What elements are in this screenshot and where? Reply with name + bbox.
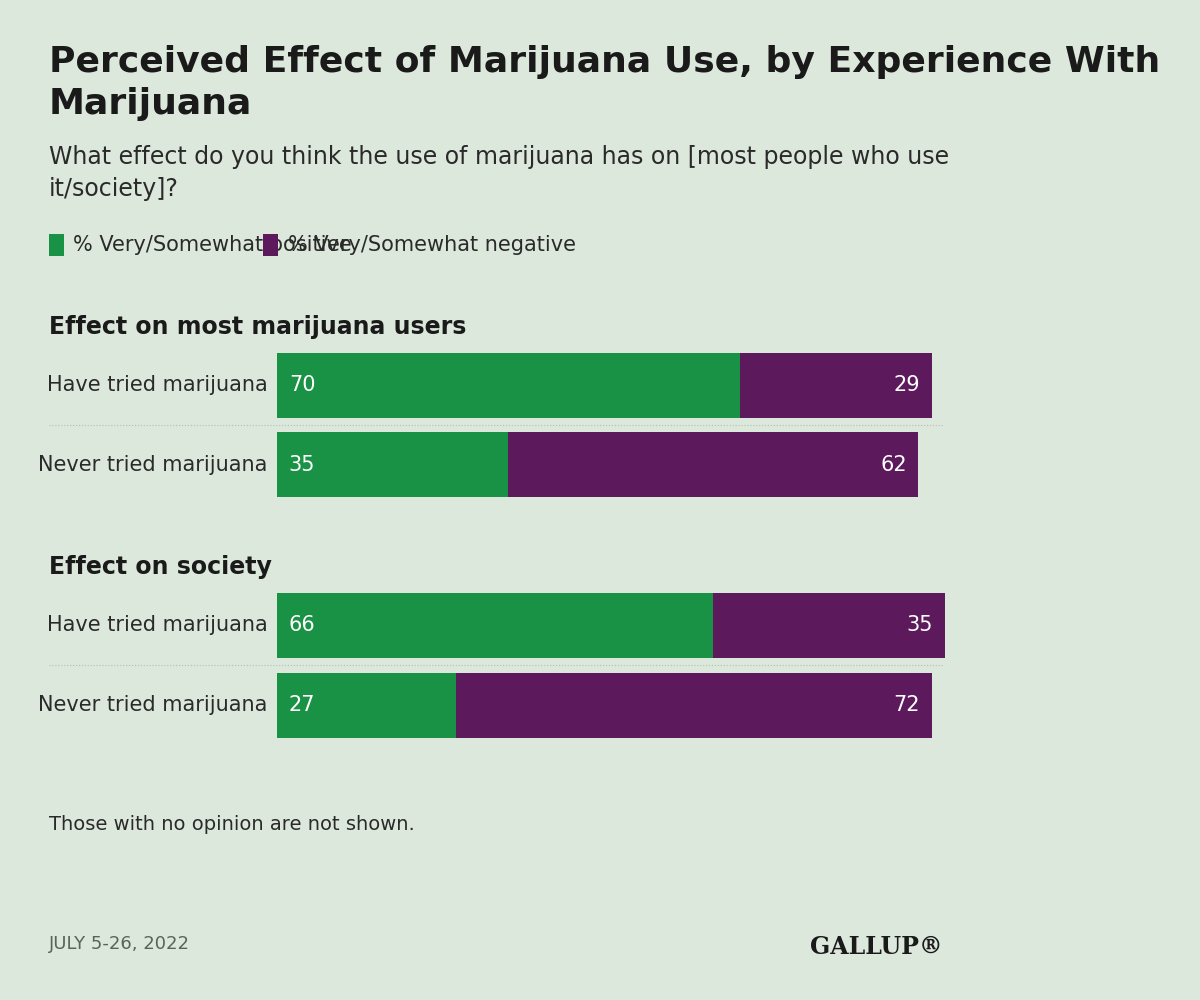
FancyBboxPatch shape [740,353,931,418]
FancyBboxPatch shape [714,592,944,658]
FancyBboxPatch shape [263,234,278,256]
FancyBboxPatch shape [456,673,931,738]
Text: 66: 66 [289,615,316,635]
Text: Never tried marijuana: Never tried marijuana [38,455,268,475]
Text: 62: 62 [880,455,907,475]
Text: JULY 5-26, 2022: JULY 5-26, 2022 [49,935,190,953]
Text: Never tried marijuana: Never tried marijuana [38,695,268,715]
Text: % Very/Somewhat positive: % Very/Somewhat positive [73,235,352,255]
Text: % Very/Somewhat negative: % Very/Somewhat negative [288,235,576,255]
Text: 29: 29 [893,375,920,395]
FancyBboxPatch shape [277,353,740,418]
Text: 27: 27 [289,695,316,715]
Text: Have tried marijuana: Have tried marijuana [47,375,268,395]
Text: 72: 72 [894,695,920,715]
FancyBboxPatch shape [277,592,714,658]
Text: Have tried marijuana: Have tried marijuana [47,615,268,635]
Text: GALLUP®: GALLUP® [810,935,943,959]
Text: Effect on society: Effect on society [49,555,271,579]
Text: Perceived Effect of Marijuana Use, by Experience With
Marijuana: Perceived Effect of Marijuana Use, by Ex… [49,45,1160,121]
Text: What effect do you think the use of marijuana has on [most people who use
it/soc: What effect do you think the use of mari… [49,145,949,201]
FancyBboxPatch shape [49,234,64,256]
Text: 35: 35 [907,615,934,635]
Text: 70: 70 [289,375,316,395]
Text: Effect on most marijuana users: Effect on most marijuana users [49,315,466,339]
FancyBboxPatch shape [277,432,509,497]
Text: Those with no opinion are not shown.: Those with no opinion are not shown. [49,815,414,834]
FancyBboxPatch shape [277,673,456,738]
Text: 35: 35 [289,455,316,475]
FancyBboxPatch shape [509,432,918,497]
